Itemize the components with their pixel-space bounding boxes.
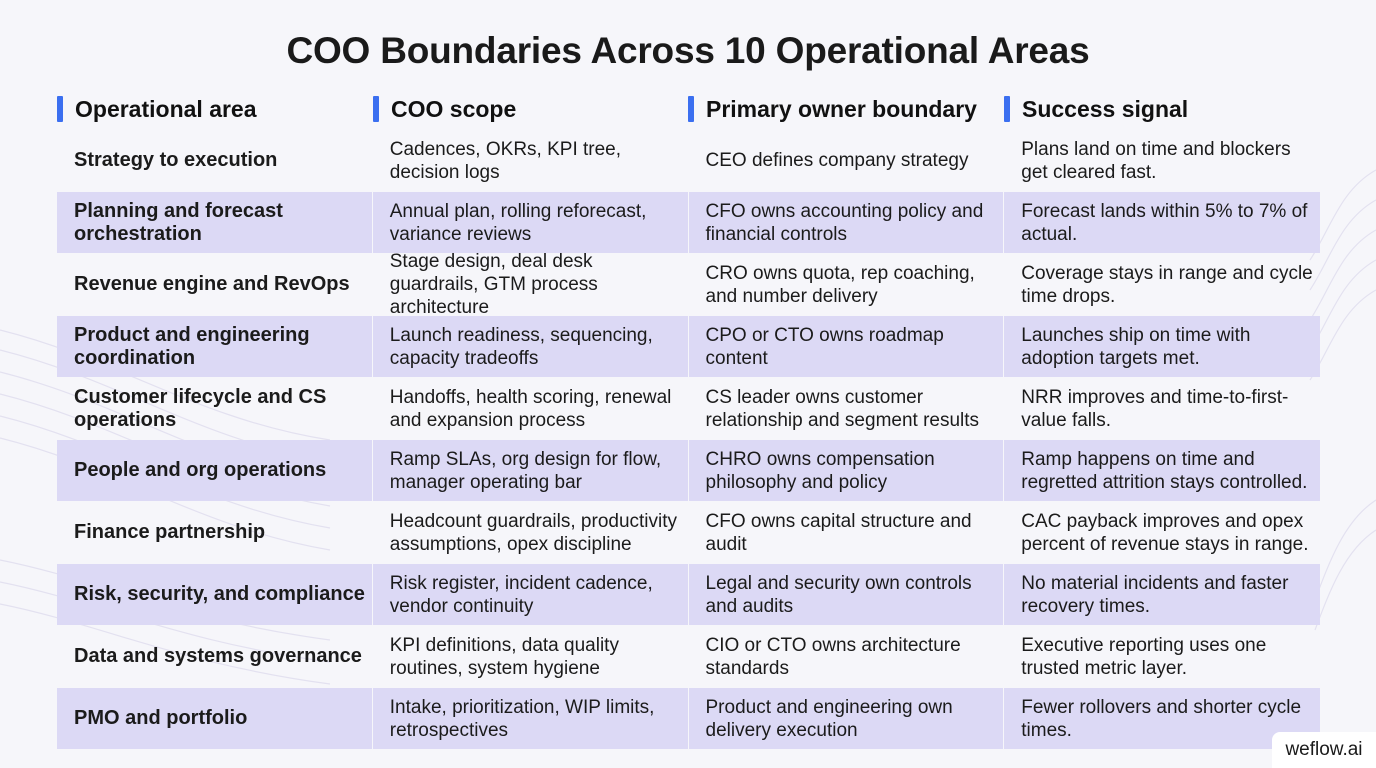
column-header-label: Operational area xyxy=(75,95,257,122)
accent-bar xyxy=(1004,96,1010,122)
area-cell: Product and engineering coordination xyxy=(57,316,372,377)
table-row: Revenue engine and RevOps Stage design, … xyxy=(57,251,1320,318)
area-cell: People and org operations xyxy=(57,440,372,501)
column-header-coo-scope: COO scope xyxy=(373,92,516,126)
signal-cell: NRR improves and time-to-first-value fal… xyxy=(1021,386,1289,431)
column-header-success-signal: Success signal xyxy=(1004,92,1188,126)
scope-cell: Stage design, deal desk guardrails, GTM … xyxy=(389,251,598,318)
area-cell: Data and systems governance xyxy=(74,645,362,667)
signal-cell: Fewer rollovers and shorter cycle times. xyxy=(1004,688,1320,749)
column-header-primary-owner-boundary: Primary owner boundary xyxy=(688,92,977,126)
owner-cell: CIO or CTO owns architecture standards xyxy=(705,634,961,679)
table-row: Product and engineering coordination Lau… xyxy=(57,316,1320,378)
table-row: Data and systems governance KPI definiti… xyxy=(57,626,1320,688)
area-cell: Revenue engine and RevOps xyxy=(74,273,350,295)
area-cell: PMO and portfolio xyxy=(57,688,372,749)
table-row: Planning and forecast orchestration Annu… xyxy=(57,192,1320,254)
signal-cell: Coverage stays in range and cycle time d… xyxy=(1021,262,1313,307)
scope-cell: Handoffs, health scoring, renewal and ex… xyxy=(389,386,672,431)
owner-cell: CHRO owns compensation philosophy and po… xyxy=(688,440,1004,501)
owner-cell: CRO owns quota, rep coaching, and number… xyxy=(705,262,975,307)
signal-cell: Forecast lands within 5% to 7% of actual… xyxy=(1004,192,1320,253)
accent-bar xyxy=(57,96,63,122)
owner-cell: CS leader owns customer relationship and… xyxy=(705,386,980,431)
table-row: Risk, security, and compliance Risk regi… xyxy=(57,564,1320,626)
owner-cell: Product and engineering own delivery exe… xyxy=(688,688,1004,749)
accent-bar xyxy=(373,96,379,122)
signal-cell: Plans land on time and blockers get clea… xyxy=(1021,138,1291,183)
signal-cell: CAC payback improves and opex percent of… xyxy=(1021,510,1309,555)
table-row: People and org operations Ramp SLAs, org… xyxy=(57,440,1320,502)
area-cell: Customer lifecycle and CS operations xyxy=(74,385,327,431)
boundaries-table: Strategy to execution Cadences, OKRs, KP… xyxy=(57,130,1320,750)
table-row: Finance partnership Headcount guardrails… xyxy=(57,502,1320,564)
accent-bar xyxy=(688,96,694,122)
scope-cell: KPI definitions, data quality routines, … xyxy=(389,634,619,679)
scope-cell: Ramp SLAs, org design for flow, manager … xyxy=(372,440,688,501)
column-header-operational-area: Operational area xyxy=(57,92,257,126)
owner-cell: CFO owns accounting policy and financial… xyxy=(688,192,1004,253)
table-row: Strategy to execution Cadences, OKRs, KP… xyxy=(57,130,1320,192)
area-cell: Strategy to execution xyxy=(74,149,278,171)
table-header: Operational area COO scope Primary owner… xyxy=(57,92,1320,130)
area-cell: Planning and forecast orchestration xyxy=(57,192,372,253)
scope-cell: Cadences, OKRs, KPI tree, decision logs xyxy=(389,138,622,183)
watermark-badge: weflow.ai xyxy=(1272,732,1376,768)
area-cell: Finance partnership xyxy=(74,521,266,543)
column-header-label: Primary owner boundary xyxy=(706,95,977,122)
owner-cell: CFO owns capital structure and audit xyxy=(705,510,972,555)
owner-cell: Legal and security own controls and audi… xyxy=(688,564,1004,625)
signal-cell: Executive reporting uses one trusted met… xyxy=(1021,634,1267,679)
scope-cell: Risk register, incident cadence, vendor … xyxy=(372,564,688,625)
scope-cell: Launch readiness, sequencing, capacity t… xyxy=(372,316,688,377)
signal-cell: Launches ship on time with adoption targ… xyxy=(1004,316,1320,377)
scope-cell: Intake, prioritization, WIP limits, retr… xyxy=(372,688,688,749)
area-cell: Risk, security, and compliance xyxy=(57,564,372,625)
owner-cell: CEO defines company strategy xyxy=(705,150,969,171)
signal-cell: Ramp happens on time and regretted attri… xyxy=(1004,440,1320,501)
signal-cell: No material incidents and faster recover… xyxy=(1004,564,1320,625)
owner-cell: CPO or CTO owns roadmap content xyxy=(688,316,1004,377)
column-header-label: COO scope xyxy=(391,95,517,122)
table-row: Customer lifecycle and CS operations Han… xyxy=(57,378,1320,440)
scope-cell: Headcount guardrails, productivity assum… xyxy=(389,510,678,555)
page-title: COO Boundaries Across 10 Operational Are… xyxy=(286,30,1090,71)
scope-cell: Annual plan, rolling reforecast, varianc… xyxy=(372,192,688,253)
table-row: PMO and portfolio Intake, prioritization… xyxy=(57,688,1320,750)
column-header-label: Success signal xyxy=(1022,95,1189,122)
watermark-text: weflow.ai xyxy=(1285,739,1363,760)
